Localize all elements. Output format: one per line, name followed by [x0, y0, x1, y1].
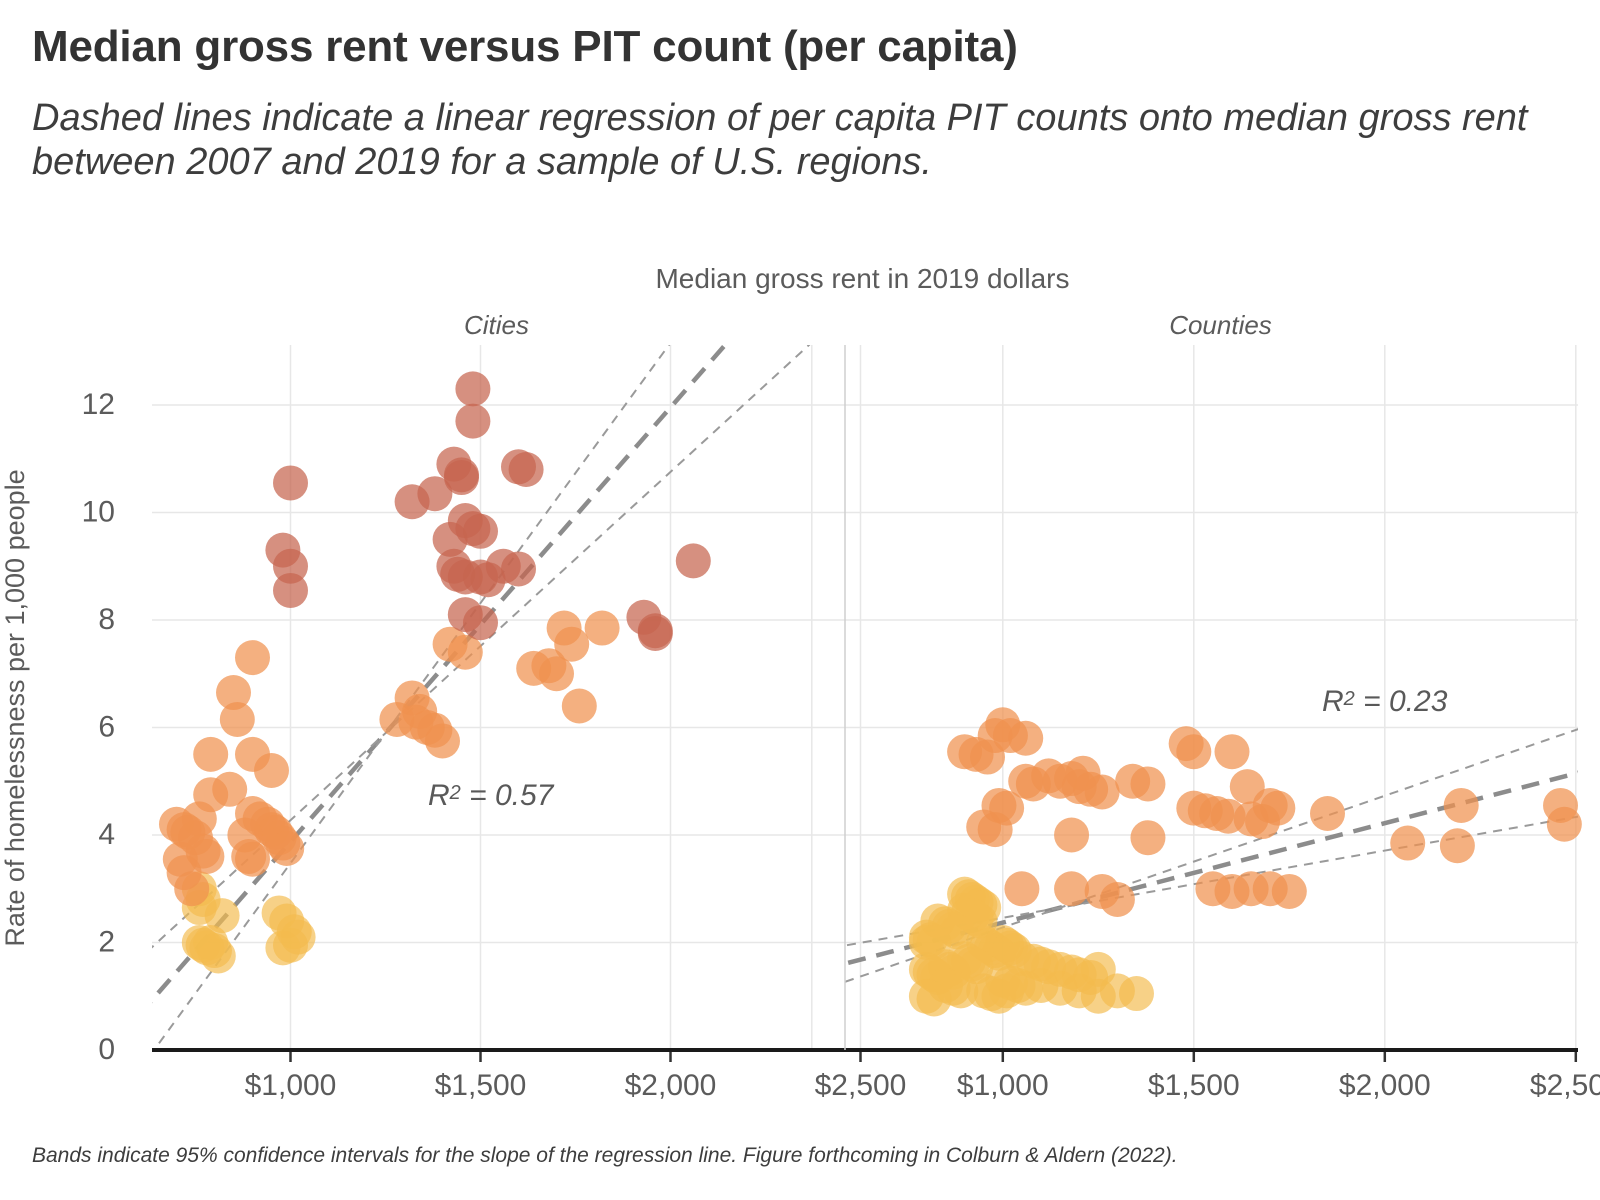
svg-text:$1,000: $1,000: [245, 1069, 337, 1102]
svg-text:4: 4: [98, 818, 115, 851]
svg-text:8: 8: [98, 603, 115, 636]
svg-text:$2,000: $2,000: [625, 1069, 717, 1102]
svg-text:0: 0: [98, 1033, 115, 1066]
svg-text:R2 = 0.23: R2 = 0.23: [1322, 685, 1448, 718]
svg-text:R2 = 0.57: R2 = 0.57: [428, 779, 555, 812]
svg-text:12: 12: [82, 388, 115, 421]
svg-text:$2,000: $2,000: [1339, 1069, 1431, 1102]
svg-text:$1,500: $1,500: [435, 1069, 527, 1102]
svg-text:$1,000: $1,000: [957, 1069, 1049, 1102]
svg-text:10: 10: [82, 496, 115, 529]
svg-text:$2,500: $2,500: [1530, 1069, 1600, 1102]
svg-text:2: 2: [98, 926, 115, 959]
svg-text:$1,500: $1,500: [1148, 1069, 1240, 1102]
svg-text:$2,500: $2,500: [815, 1069, 907, 1102]
svg-text:6: 6: [98, 711, 115, 744]
